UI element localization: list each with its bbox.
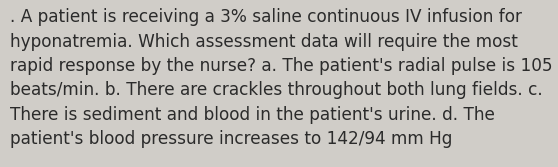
Text: . A patient is receiving a 3% saline continuous IV infusion for
hyponatremia. Wh: . A patient is receiving a 3% saline con… xyxy=(10,8,552,148)
